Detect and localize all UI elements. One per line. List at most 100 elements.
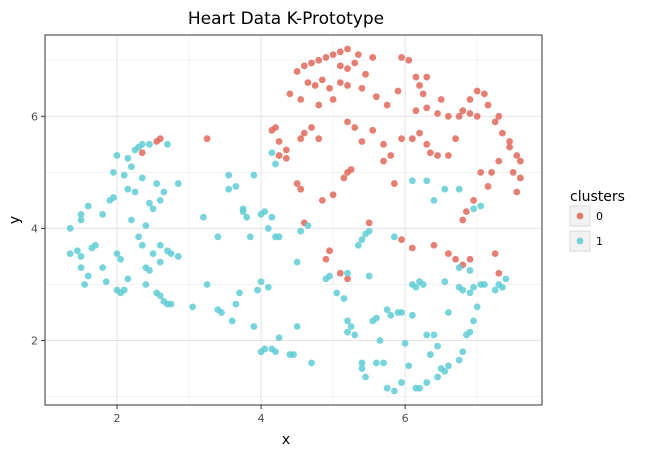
point-cluster-0 xyxy=(477,168,485,176)
point-cluster-1 xyxy=(308,359,315,367)
point-cluster-1 xyxy=(167,250,175,258)
point-cluster-0 xyxy=(282,146,290,154)
point-cluster-0 xyxy=(344,82,351,89)
point-cluster-1 xyxy=(491,286,499,294)
point-cluster-1 xyxy=(473,303,481,311)
point-cluster-1 xyxy=(268,149,276,157)
point-cluster-1 xyxy=(398,379,405,386)
x-tick-label: 4 xyxy=(258,412,265,425)
point-cluster-1 xyxy=(261,345,269,353)
point-cluster-1 xyxy=(444,309,452,316)
point-cluster-0 xyxy=(484,182,492,190)
point-cluster-0 xyxy=(365,219,373,227)
x-tick-label: 2 xyxy=(114,412,121,425)
point-cluster-0 xyxy=(354,51,362,59)
point-cluster-1 xyxy=(365,272,373,280)
point-cluster-1 xyxy=(383,306,391,314)
legend-marker-0 xyxy=(576,212,584,220)
point-cluster-1 xyxy=(416,384,423,392)
point-cluster-1 xyxy=(268,213,276,221)
point-cluster-1 xyxy=(164,140,171,148)
point-cluster-0 xyxy=(380,157,387,165)
point-cluster-0 xyxy=(322,255,330,263)
point-cluster-0 xyxy=(444,112,452,120)
point-cluster-0 xyxy=(344,118,351,126)
point-cluster-0 xyxy=(282,154,290,162)
point-cluster-0 xyxy=(426,149,434,157)
point-cluster-1 xyxy=(138,241,146,249)
point-cluster-1 xyxy=(239,208,247,215)
legend-items: 01 xyxy=(569,205,603,252)
point-cluster-0 xyxy=(462,208,470,215)
point-cluster-1 xyxy=(250,323,258,330)
point-cluster-1 xyxy=(405,362,413,370)
point-cluster-0 xyxy=(315,135,323,143)
point-cluster-1 xyxy=(358,236,366,244)
point-cluster-0 xyxy=(513,188,521,196)
point-cluster-1 xyxy=(81,281,89,288)
point-cluster-0 xyxy=(416,82,423,89)
point-cluster-0 xyxy=(329,96,337,103)
point-cluster-0 xyxy=(369,126,377,134)
point-cluster-0 xyxy=(138,149,146,157)
point-cluster-0 xyxy=(390,180,398,187)
point-cluster-1 xyxy=(419,281,427,288)
point-cluster-1 xyxy=(365,227,373,235)
point-cluster-0 xyxy=(322,54,330,61)
point-cluster-0 xyxy=(300,129,308,137)
point-cluster-1 xyxy=(430,196,438,204)
point-cluster-1 xyxy=(441,367,449,375)
point-cluster-0 xyxy=(495,157,503,165)
point-cluster-0 xyxy=(398,236,405,244)
point-cluster-1 xyxy=(99,210,107,218)
y-axis-ticks: 2 4 6 xyxy=(31,110,45,348)
point-cluster-1 xyxy=(275,334,283,342)
point-cluster-0 xyxy=(369,54,377,61)
point-cluster-1 xyxy=(333,289,341,297)
legend-title: clusters xyxy=(570,189,625,205)
point-cluster-1 xyxy=(225,185,233,193)
point-cluster-1 xyxy=(142,222,150,230)
point-cluster-1 xyxy=(444,362,452,370)
point-cluster-1 xyxy=(372,359,380,367)
point-cluster-0 xyxy=(311,82,319,89)
point-cluster-1 xyxy=(358,365,366,372)
point-cluster-1 xyxy=(441,278,449,286)
point-cluster-1 xyxy=(340,295,348,302)
x-axis-ticks: 2 4 6 xyxy=(114,405,409,425)
point-cluster-1 xyxy=(77,216,85,224)
point-cluster-0 xyxy=(398,135,405,143)
point-cluster-0 xyxy=(351,124,359,131)
point-cluster-1 xyxy=(74,247,81,255)
point-cluster-1 xyxy=(434,373,441,381)
point-cluster-1 xyxy=(470,283,477,291)
point-cluster-0 xyxy=(394,87,402,95)
point-cluster-1 xyxy=(344,328,351,336)
point-cluster-0 xyxy=(387,152,395,159)
chart-title: Heart Data K-Prototype xyxy=(188,9,384,29)
point-cluster-1 xyxy=(120,286,128,294)
point-cluster-1 xyxy=(401,339,409,347)
point-cluster-0 xyxy=(308,59,315,67)
point-cluster-1 xyxy=(423,177,431,185)
point-cluster-0 xyxy=(466,110,474,117)
point-cluster-1 xyxy=(110,168,117,176)
point-cluster-0 xyxy=(344,65,351,73)
point-cluster-0 xyxy=(506,143,513,151)
point-cluster-0 xyxy=(466,255,474,263)
point-cluster-0 xyxy=(329,191,337,199)
point-cluster-1 xyxy=(228,317,236,325)
point-cluster-0 xyxy=(372,93,380,101)
point-cluster-1 xyxy=(466,289,474,297)
point-cluster-1 xyxy=(128,216,135,224)
point-cluster-1 xyxy=(174,180,182,187)
point-cluster-1 xyxy=(250,171,258,179)
legend-marker-1 xyxy=(576,237,584,245)
point-cluster-1 xyxy=(128,163,135,171)
point-cluster-0 xyxy=(516,157,524,165)
point-cluster-0 xyxy=(297,185,305,193)
point-cluster-1 xyxy=(146,267,153,274)
point-cluster-1 xyxy=(203,281,211,288)
point-cluster-1 xyxy=(77,264,85,272)
y-tick-label: 4 xyxy=(31,222,38,235)
